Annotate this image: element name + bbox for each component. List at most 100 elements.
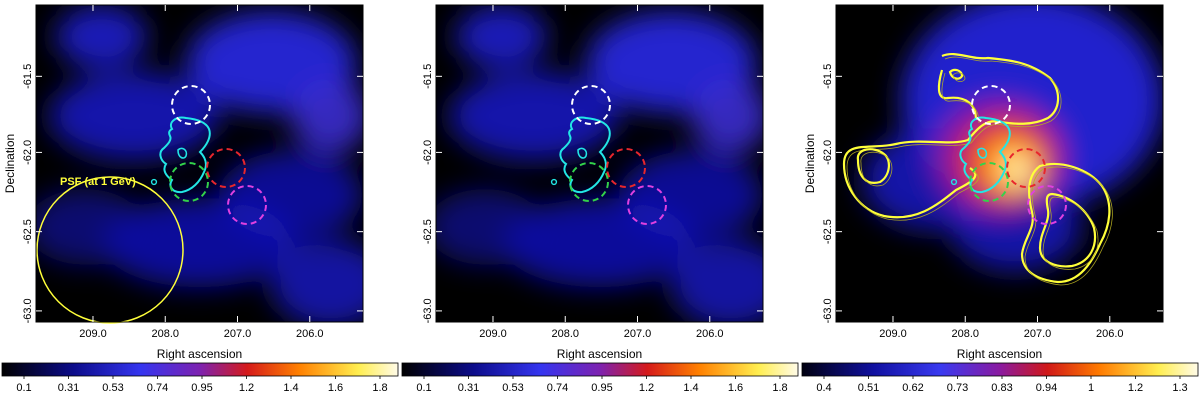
red-dashed-circle — [1006, 148, 1046, 188]
colorbar-tick-label: 0.95 — [191, 382, 212, 394]
magenta-dashed-circle — [227, 185, 267, 225]
colorbar-tick-label: 1.2 — [239, 382, 254, 394]
red-dashed-circle — [606, 148, 646, 188]
emission-blob — [271, 239, 363, 322]
y-tick-label: -63.0 — [22, 298, 34, 323]
plot-frame — [835, 4, 1164, 323]
x-tick-label: 207.0 — [624, 328, 652, 340]
yellow-contour — [948, 68, 964, 80]
yellow-contour-outer — [1042, 196, 1099, 270]
emission-blob — [55, 5, 148, 69]
colorbar-tick-label: 1.3 — [1172, 382, 1187, 394]
cyan-contour — [959, 116, 1011, 194]
y-tick-label: -62.0 — [822, 140, 834, 165]
y-axis-label: Declination — [3, 134, 17, 193]
y-tick-label: -61.5 — [822, 64, 834, 89]
colorbar-tick-label: 1.6 — [328, 382, 343, 394]
emission-blob — [1009, 160, 1029, 180]
magenta-dashed-circle — [1027, 185, 1067, 225]
x-tick-label: 209.0 — [79, 328, 107, 340]
y-tick-label: -62.5 — [22, 219, 34, 244]
red-dashed-circle — [206, 148, 246, 188]
colorbar-tick-label: 0.31 — [458, 382, 479, 394]
white-dashed-circle — [571, 85, 611, 125]
yellow-contour — [937, 69, 978, 121]
colorbar — [801, 362, 1199, 377]
emission-blob — [501, 198, 698, 288]
colorbar-tick-label: 0.94 — [1036, 382, 1057, 394]
yellow-contour — [1038, 192, 1097, 268]
panel-left: PSF (at 1 GeV) 209.0 208.0 207.0 206.0 -61.5 -… — [0, 0, 400, 403]
white-dashed-circle — [971, 85, 1011, 125]
yellow-contour — [842, 52, 1060, 219]
emission-blob — [291, 77, 363, 154]
x-tick-label: 208.0 — [151, 328, 179, 340]
x-tick-label: 207.0 — [224, 328, 252, 340]
colorbar-tick-label: 0.62 — [902, 382, 923, 394]
colorbar-tick-label: 0.95 — [591, 382, 612, 394]
psf-label: PSF (at 1 GeV) — [60, 176, 136, 188]
x-tick-label: 206.0 — [296, 328, 324, 340]
emission-blob — [36, 188, 144, 265]
colorbar — [1, 362, 399, 377]
x-tick-label: 208.0 — [951, 328, 979, 340]
panel-middle: 209.0 208.0 207.0 206.0 -61.5 -62.0 -62.5 -63.0… — [400, 0, 800, 403]
emission-blob — [49, 71, 220, 161]
green-dashed-circle — [169, 162, 209, 202]
cyan-contour-inner — [977, 147, 988, 159]
yellow-contour — [856, 148, 890, 184]
colorbar-tick-label: 1.8 — [772, 382, 787, 394]
colorbar-tick-label: 0.53 — [502, 382, 523, 394]
y-tick-label: -61.5 — [422, 64, 434, 89]
y-tick-label: -62.5 — [822, 219, 834, 244]
cyan-point — [950, 178, 958, 186]
colorbar-tick-label: 1.6 — [728, 382, 743, 394]
cyan-contour — [559, 116, 611, 194]
emission-blob — [671, 239, 763, 322]
sky-map-middle: 209.0 208.0 207.0 206.0 -61.5 -62.0 -62.5 -63.0… — [401, 4, 799, 394]
emission-blob — [455, 5, 548, 69]
colorbar-tick-label: 0.73 — [947, 382, 968, 394]
sky-map-left: PSF (at 1 GeV) 209.0 208.0 207.0 206.0 -61.5 -… — [1, 4, 399, 394]
colorbar-tick-label: 0.53 — [102, 382, 123, 394]
emission-blob — [691, 77, 763, 154]
panel-right: 209.0 208.0 207.0 206.0 -61.5 -62.0 -62.5 -63.0… — [800, 0, 1200, 403]
colorbar-tick-label: 1.4 — [683, 382, 698, 394]
emission-blob — [449, 71, 620, 161]
colorbar-tick-label: 1.8 — [372, 382, 387, 394]
cyan-point — [150, 178, 158, 186]
colorbar-tick-label: 1.4 — [283, 382, 298, 394]
y-tick-label: -62.0 — [22, 140, 34, 165]
colorbar-tick-label: 0.83 — [991, 382, 1012, 394]
y-tick-label: -63.0 — [422, 298, 434, 323]
emission-blob — [436, 188, 544, 265]
x-axis-label: Right ascension — [157, 347, 242, 361]
colorbar-tick-label: 1.2 — [1128, 382, 1143, 394]
yellow-contour-outer — [846, 56, 1062, 221]
colorbar-tick-label: 0.1 — [16, 382, 31, 394]
emission-blob — [101, 198, 298, 288]
colorbar-tick-label: 0.74 — [147, 382, 168, 394]
yellow-contour-outer — [952, 72, 966, 83]
x-tick-label: 209.0 — [879, 328, 907, 340]
y-tick-label: -61.5 — [22, 64, 34, 89]
cyan-contour-inner — [177, 147, 188, 159]
plot-frame — [35, 4, 364, 323]
colorbar-tick-label: 0.31 — [58, 382, 79, 394]
colorbar-tick-label: 1.2 — [639, 382, 654, 394]
x-tick-label: 206.0 — [1096, 328, 1124, 340]
x-axis-label: Right ascension — [557, 347, 642, 361]
white-dashed-circle — [171, 85, 211, 125]
colorbar-tick-label: 0.4 — [816, 382, 831, 394]
green-dashed-circle — [569, 162, 609, 202]
x-tick-label: 207.0 — [1024, 328, 1052, 340]
x-axis-label: Right ascension — [957, 347, 1042, 361]
x-tick-label: 206.0 — [696, 328, 724, 340]
y-tick-label: -62.5 — [422, 219, 434, 244]
yellow-contour-outer — [860, 151, 893, 187]
magenta-dashed-circle — [627, 185, 667, 225]
green-dashed-circle — [969, 162, 1009, 202]
cyan-contour-inner — [577, 147, 588, 159]
colorbar-tick-label: 1 — [1088, 382, 1094, 394]
yellow-contour-outer — [941, 72, 980, 124]
